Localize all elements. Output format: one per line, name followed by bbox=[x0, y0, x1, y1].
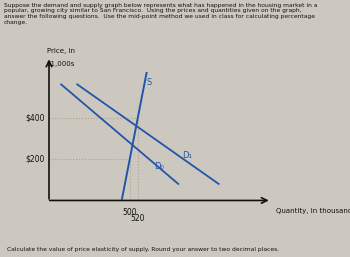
Text: 500: 500 bbox=[122, 208, 137, 217]
Text: D₀: D₀ bbox=[154, 162, 164, 171]
Text: Calculate the value of price elasticity of supply. Round your answer to two deci: Calculate the value of price elasticity … bbox=[7, 247, 279, 252]
Text: $1,000s: $1,000s bbox=[47, 61, 75, 67]
Text: Suppose the demand and supply graph below represents what has happened in the ho: Suppose the demand and supply graph belo… bbox=[4, 3, 317, 25]
Text: 520: 520 bbox=[131, 214, 145, 223]
Text: Price, in: Price, in bbox=[47, 48, 75, 54]
Text: $200: $200 bbox=[26, 154, 45, 163]
Text: D₁: D₁ bbox=[182, 151, 192, 160]
Text: $400: $400 bbox=[26, 113, 45, 122]
Text: S: S bbox=[147, 78, 152, 87]
Text: Quantity, in thousands: Quantity, in thousands bbox=[276, 208, 350, 214]
